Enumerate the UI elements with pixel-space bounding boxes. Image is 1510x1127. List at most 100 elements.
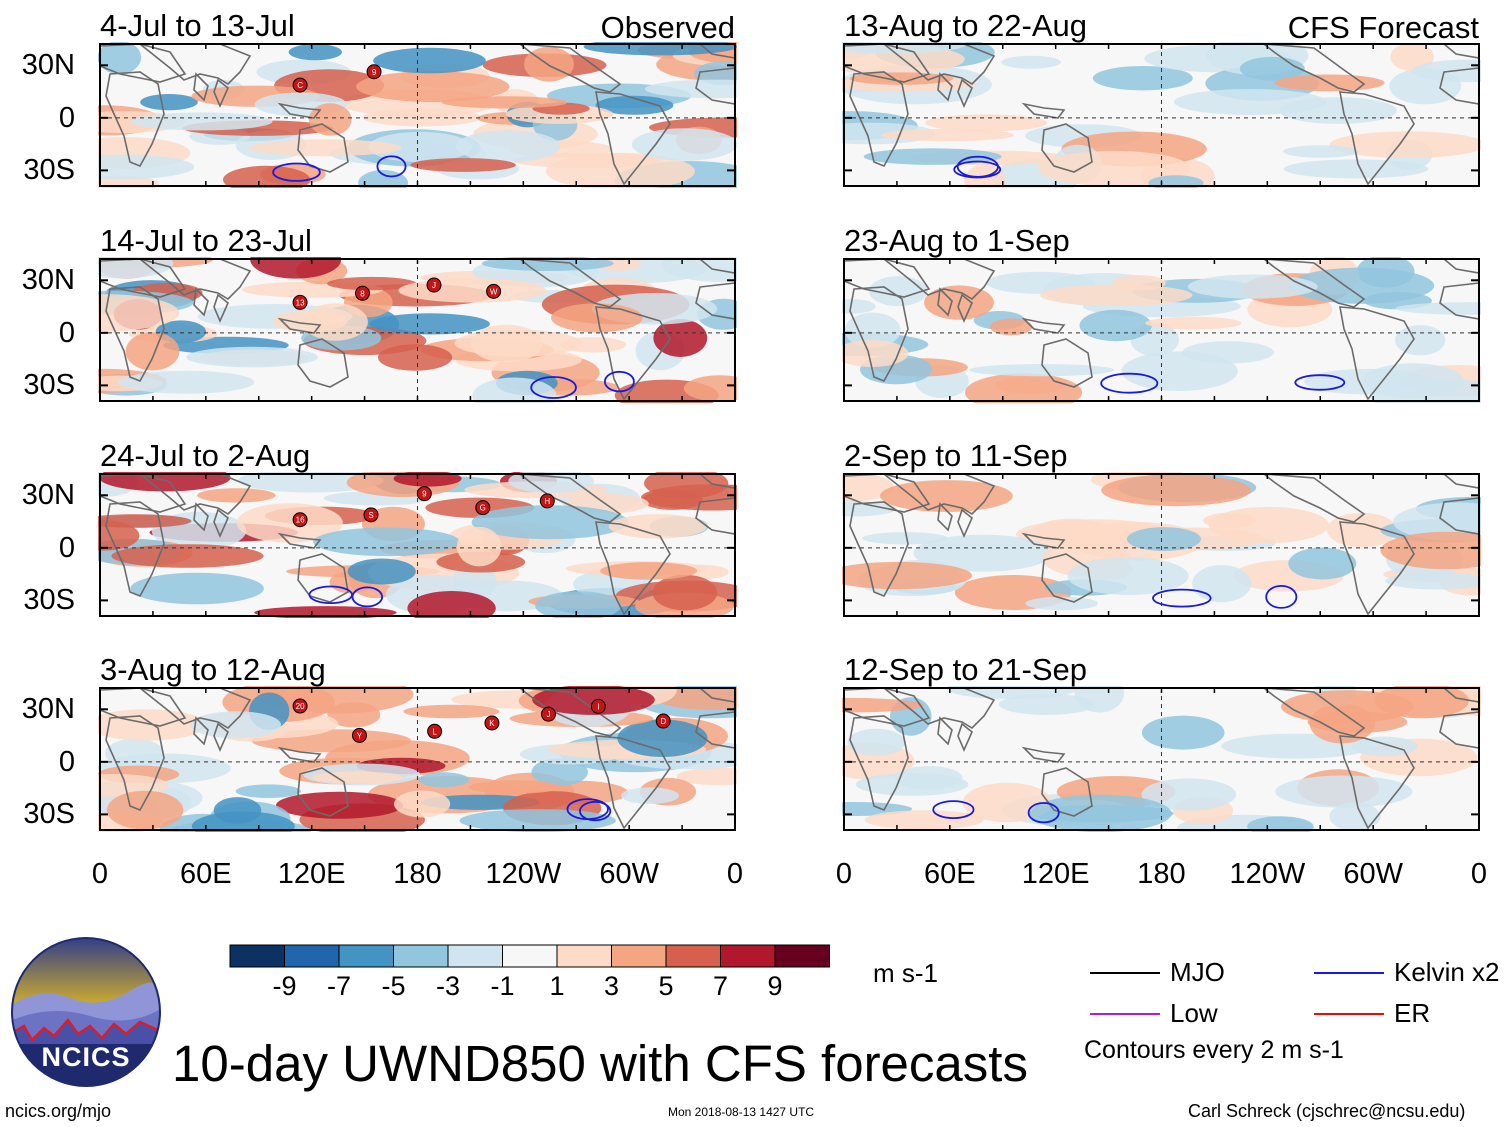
y-tick-label: 30N (21, 49, 75, 82)
anomaly-patch (535, 591, 622, 618)
legend-line (1314, 972, 1384, 974)
panel-title: 23-Aug to 1-Sep (844, 223, 1070, 258)
colorbar-tick-label: -9 (272, 971, 297, 1001)
anomaly-patch (608, 514, 707, 539)
storm-marker (540, 706, 556, 722)
x-tick-label: 0 (1470, 858, 1488, 890)
anomaly-patch (1037, 150, 1191, 187)
anomaly-patch (631, 128, 737, 161)
anomaly-patch (1283, 159, 1429, 179)
storm-label: 9 (422, 490, 427, 499)
coastline (695, 711, 736, 749)
anomaly-patch (641, 484, 737, 511)
x-tick-label: 180 (1137, 858, 1186, 890)
coastline (843, 258, 931, 298)
coastline (843, 687, 931, 727)
storm-label: W (490, 287, 498, 296)
anomaly-patch (531, 758, 588, 786)
storm-label: K (489, 719, 495, 728)
storm-marker (484, 715, 500, 731)
map-panel-fc-1 (842, 42, 1481, 188)
anomaly-patch (1145, 316, 1242, 330)
storm-label: L (432, 727, 437, 736)
anomaly-patch (595, 95, 674, 115)
anomaly-patch (410, 158, 516, 172)
storm-label: 8 (360, 289, 365, 298)
anomaly-patch (1192, 565, 1252, 603)
coastline (937, 287, 953, 317)
map-panel-obs-1: C9 (98, 42, 737, 188)
anomaly-patch (551, 303, 643, 333)
anomaly-patch (471, 505, 629, 540)
x-tick-label: 0 (91, 858, 109, 890)
anomaly-patch (456, 526, 502, 567)
anomaly-patch (855, 772, 969, 796)
colorbar-tick-label: 9 (767, 971, 783, 1001)
anomaly-patch (1092, 66, 1193, 91)
legend-line (1090, 1013, 1160, 1015)
y-tick-label: 0 (58, 745, 75, 778)
storm-label: D (660, 717, 666, 726)
anomaly-patch (1362, 363, 1464, 399)
coastline (1439, 711, 1480, 749)
anomaly-patch (197, 488, 276, 503)
y-tick-label: 30N (21, 479, 75, 512)
anomaly-patch (989, 318, 1033, 336)
anomaly-patch (653, 319, 708, 357)
anomaly-patch (1101, 474, 1251, 507)
anomaly-patch (368, 131, 472, 163)
anomaly-patch (1385, 572, 1481, 590)
map-panel-obs-4: 20 Y L K J I D (98, 686, 737, 832)
anomaly-patch (1395, 302, 1481, 315)
anomaly-patch (288, 44, 342, 61)
coastline (137, 43, 252, 86)
coastline (595, 735, 671, 830)
kelvin-contour (351, 586, 383, 608)
x-tick-label: 60W (1343, 858, 1403, 890)
coastline (937, 716, 953, 746)
storm-marker (292, 512, 308, 528)
site-link[interactable]: ncics.org/mjo (5, 1101, 112, 1121)
ncics-logo (11, 937, 161, 1087)
anomaly-patch (312, 771, 404, 784)
coastline (1261, 686, 1366, 737)
coastline (595, 521, 671, 616)
author: Carl Schreck (cjschrec@ncsu.edu) (1188, 1101, 1466, 1121)
anomaly-patch (962, 782, 1053, 823)
coastline (297, 767, 349, 817)
anomaly-patch (130, 572, 264, 605)
legend-line (1314, 1013, 1384, 1015)
coastline (1021, 102, 1066, 119)
anomaly-patch (98, 154, 195, 180)
coastline (1041, 338, 1093, 388)
anomaly-patch (600, 562, 698, 580)
coastline (99, 687, 187, 727)
anomaly-patch (418, 772, 470, 788)
anomaly-patch (1187, 274, 1318, 299)
coastline (105, 501, 165, 598)
coastline (1339, 306, 1415, 401)
colorbar-swatch (284, 944, 340, 968)
kelvin-contour (1027, 802, 1060, 824)
panel-title: 13-Aug to 22-Aug (844, 8, 1088, 43)
storm-label: S (368, 511, 373, 520)
coastline (1041, 553, 1093, 603)
anomaly-patch (327, 276, 417, 291)
kelvin-contour (604, 370, 635, 393)
anomaly-patch (276, 791, 403, 819)
coastline (517, 257, 622, 308)
coastline (695, 67, 736, 105)
anomaly-patch (1121, 351, 1238, 391)
y-tick-label: 30S (23, 584, 75, 617)
coastline (1339, 521, 1415, 616)
coastline (213, 722, 229, 752)
coastline (1439, 67, 1480, 105)
anomaly-patch (1029, 794, 1172, 832)
coastline (1021, 746, 1066, 763)
anomaly-patch (237, 472, 384, 493)
coastline (213, 508, 229, 538)
x-tick-label: 120W (1229, 858, 1306, 890)
coastline (137, 473, 252, 516)
coastline (517, 686, 622, 737)
contour-note: Contours every 2 m s-1 (1084, 1036, 1344, 1064)
